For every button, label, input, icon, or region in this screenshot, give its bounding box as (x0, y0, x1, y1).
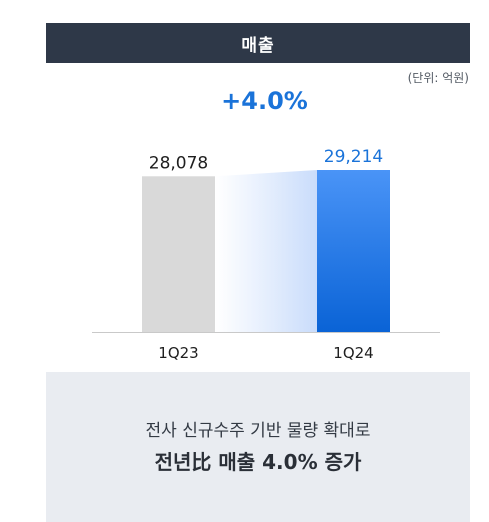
data-label: 28,078 (149, 153, 208, 173)
summary-box: 전사 신규수주 기반 물량 확대로 전년比 매출 4.0% 증가 (46, 372, 470, 522)
bar-chart: 28,078 1Q23 29,214 1Q24 (92, 147, 440, 362)
bar-1q23 (142, 176, 215, 332)
growth-rate: +4.0% (221, 87, 308, 115)
category-label: 1Q24 (333, 344, 373, 362)
summary-line-2: 전년比 매출 4.0% 증가 (154, 450, 362, 474)
data-label: 29,214 (324, 147, 383, 167)
bar-connector (215, 170, 317, 332)
unit-label: (단위: 억원) (407, 71, 469, 85)
chart-title-bar: 매출 (46, 23, 470, 63)
summary-line-1: 전사 신규수주 기반 물량 확대로 (145, 421, 371, 441)
chart-title: 매출 (241, 35, 275, 56)
bar-1q24 (317, 170, 390, 332)
category-label: 1Q23 (158, 344, 198, 362)
